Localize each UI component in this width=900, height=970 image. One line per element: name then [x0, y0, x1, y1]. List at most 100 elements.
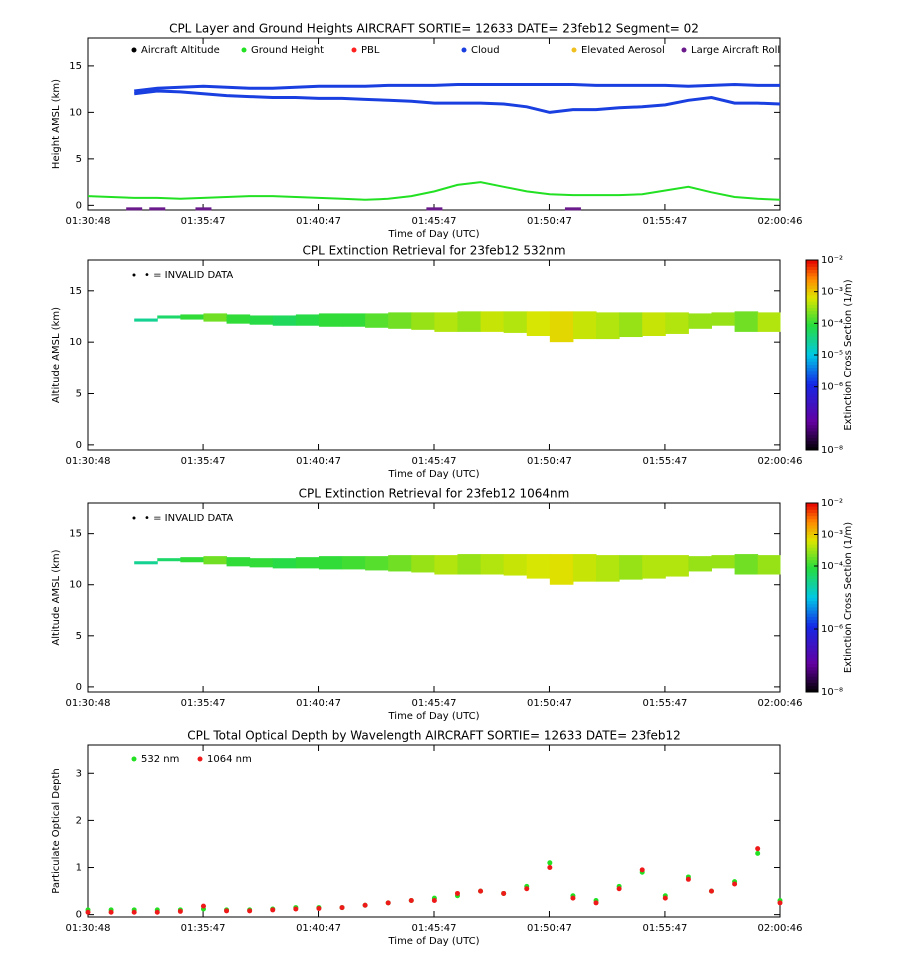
colorbar-cell [806, 317, 818, 321]
colorbar-cell [806, 361, 818, 365]
point [270, 907, 276, 913]
legend-label: Elevated Aerosol [581, 45, 665, 56]
x-tick-label: 01:40:47 [296, 923, 341, 934]
roll-mark [149, 207, 166, 211]
y-tick-label: 10 [69, 337, 82, 348]
point [662, 895, 668, 901]
extinction-cell [272, 558, 297, 569]
y-tick-label: 15 [69, 529, 82, 540]
extinction-cell [318, 556, 343, 570]
colorbar-cell [806, 622, 818, 627]
colorbar-tick-label: 10⁻⁸ [821, 445, 843, 456]
colorbar-cell [806, 635, 818, 639]
point [777, 900, 783, 906]
extinction-cell [342, 313, 366, 327]
colorbar-cell [806, 657, 818, 661]
colorbar-cell [806, 685, 818, 690]
colorbar-cell [806, 641, 818, 646]
extinction-cell [619, 312, 643, 338]
colorbar-cell [806, 591, 818, 595]
legend-label: 1064 nm [207, 754, 252, 765]
colorbar-cell [806, 370, 818, 375]
y-axis-label: Height AMSL (km) [51, 79, 62, 169]
extinction-cell [342, 556, 366, 570]
x-tick-label: 01:30:48 [66, 456, 111, 467]
extinction-cell [457, 311, 482, 332]
colorbar-tick-label: 10⁻⁶ [821, 382, 843, 393]
annotation: • = INVALID DATA [144, 270, 233, 281]
extinction-cell [572, 554, 597, 582]
colorbar-cell [806, 364, 818, 369]
colorbar-cell [806, 559, 818, 564]
colorbar-cell [806, 386, 818, 391]
colorbar-cell [806, 537, 818, 542]
colorbar-cell [806, 446, 818, 451]
x-tick-label: 02:00:46 [758, 216, 803, 227]
extinction-cell [388, 555, 412, 572]
colorbar-cell [806, 399, 818, 403]
colorbar-cell [806, 528, 818, 532]
y-tick-label: 0 [76, 682, 82, 693]
point [454, 890, 460, 896]
extinction-cell [619, 555, 643, 580]
point [431, 898, 437, 904]
colorbar-cell [806, 660, 818, 665]
roll-mark [564, 207, 581, 211]
x-axis-label: Time of Day (UTC) [387, 229, 479, 240]
colorbar-cell [806, 613, 818, 617]
colorbar-cell [806, 515, 818, 520]
colorbar-cell [806, 638, 818, 643]
colorbar-cell [806, 521, 818, 526]
point [685, 876, 691, 882]
extinction-cell [180, 557, 204, 563]
colorbar-cell [806, 380, 818, 384]
extinction-cell [757, 312, 781, 332]
extinction-cell [734, 554, 759, 575]
colorbar-cell [806, 654, 818, 658]
colorbar-cell [806, 301, 818, 305]
colorbar-cell [806, 597, 818, 602]
colorbar-cell [806, 572, 818, 576]
colorbar-cell [806, 415, 818, 419]
colorbar-cell [806, 512, 818, 517]
colorbar-cell [806, 266, 818, 270]
extinction-cell [226, 314, 251, 324]
colorbar-cell [806, 651, 818, 655]
colorbar-cell [806, 603, 818, 608]
colorbar-label: Extinction Cross Section (1/m) [843, 279, 854, 430]
extinction-cell [388, 312, 412, 329]
point [570, 895, 576, 901]
extinction-cell [526, 311, 551, 336]
colorbar-cell [806, 619, 818, 624]
colorbar-cell [806, 323, 818, 327]
extinction-cell [134, 318, 158, 322]
colorbar-cell [806, 556, 818, 561]
colorbar-cell [806, 285, 818, 289]
x-tick-label: 01:30:48 [66, 923, 111, 934]
x-tick-label: 01:40:47 [296, 456, 341, 467]
x-tick-label: 01:55:47 [642, 698, 687, 709]
colorbar-cell [806, 569, 818, 573]
point [708, 888, 714, 894]
point [385, 900, 391, 906]
extinction-cell [526, 554, 551, 579]
point [293, 906, 299, 912]
colorbar-cell [806, 688, 818, 693]
extinction-cell [226, 557, 251, 567]
extinction-cell [157, 315, 181, 319]
point [108, 909, 114, 915]
x-tick-label: 01:50:47 [527, 923, 572, 934]
colorbar-cell [806, 606, 818, 611]
y-tick-label: 5 [76, 154, 82, 165]
colorbar-cell [806, 578, 818, 583]
legend-marker [461, 47, 467, 53]
colorbar-cell [806, 676, 818, 680]
colorbar-cell [806, 543, 818, 548]
y-tick-label: 0 [76, 440, 82, 451]
extinction-cell [665, 555, 689, 577]
colorbar-cell [806, 632, 818, 636]
colorbar-cell [806, 389, 818, 394]
legend-label: 532 nm [141, 754, 179, 765]
colorbar-cell [806, 332, 818, 337]
